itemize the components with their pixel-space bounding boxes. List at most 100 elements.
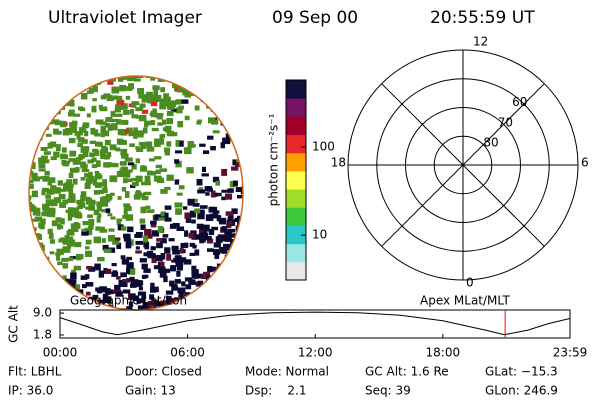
image-pixel xyxy=(51,119,60,124)
y-tick-label: 1.8 xyxy=(33,327,52,341)
image-pixel xyxy=(151,230,160,237)
image-pixel xyxy=(68,138,76,144)
image-pixel xyxy=(160,87,166,93)
image-pixel xyxy=(110,111,116,117)
image-pixel xyxy=(210,146,216,151)
image-pixel xyxy=(68,191,74,196)
image-pixel xyxy=(143,268,151,273)
image-pixel xyxy=(117,224,124,231)
image-pixel xyxy=(136,299,141,304)
image-pixel xyxy=(153,265,162,270)
image-pixel xyxy=(53,187,61,194)
image-pixel xyxy=(194,81,202,86)
image-pixel xyxy=(190,310,196,317)
image-pixel xyxy=(103,248,112,253)
image-pixel xyxy=(122,215,129,219)
image-pixel xyxy=(166,254,172,261)
image-pixel xyxy=(141,263,148,270)
image-pixel xyxy=(188,294,194,302)
image-pixel xyxy=(218,217,227,222)
image-pixel xyxy=(117,76,124,82)
image-pixel xyxy=(171,245,179,251)
image-pixel xyxy=(59,81,66,89)
image-pixel xyxy=(235,306,241,310)
image-pixel xyxy=(75,213,83,219)
image-pixel xyxy=(62,160,71,164)
image-pixel xyxy=(60,96,66,102)
image-pixel xyxy=(178,185,185,190)
image-pixel xyxy=(42,187,50,193)
image-pixel xyxy=(29,203,35,208)
image-pixel xyxy=(49,94,56,100)
image-pixel xyxy=(166,118,174,125)
image-pixel xyxy=(143,191,152,196)
image-pixel xyxy=(110,118,118,123)
image-pixel xyxy=(29,195,31,202)
image-pixel xyxy=(184,292,191,297)
colorbar-segment xyxy=(286,116,306,136)
image-pixel xyxy=(149,294,155,300)
image-pixel xyxy=(146,209,155,213)
image-pixel xyxy=(89,152,95,157)
image-pixel xyxy=(200,299,208,305)
image-pixel xyxy=(68,172,74,179)
image-pixel xyxy=(126,76,134,82)
image-pixel xyxy=(121,166,126,172)
image-pixel xyxy=(202,271,211,276)
image-pixel xyxy=(168,105,175,110)
image-pixel xyxy=(206,235,212,241)
image-pixel xyxy=(164,212,169,220)
image-pixel xyxy=(32,98,40,102)
image-pixel xyxy=(176,192,183,196)
image-pixel xyxy=(152,85,160,91)
image-pixel xyxy=(71,269,76,274)
image-pixel xyxy=(131,164,137,170)
image-pixel xyxy=(236,236,242,241)
image-pixel xyxy=(151,257,157,264)
image-pixel xyxy=(207,117,216,124)
image-pixel xyxy=(201,173,209,177)
image-pixel xyxy=(164,148,170,156)
image-pixel xyxy=(139,258,147,263)
image-pixel xyxy=(50,185,57,190)
image-pixel xyxy=(137,133,144,138)
image-pixel xyxy=(241,264,243,270)
image-pixel xyxy=(69,76,77,80)
image-pixel xyxy=(201,166,207,172)
image-pixel xyxy=(59,84,66,90)
image-pixel xyxy=(160,252,166,260)
footer-field: GLat: −15.3 xyxy=(485,365,558,379)
image-pixel xyxy=(140,224,146,230)
image-pixel xyxy=(41,189,46,196)
image-pixel xyxy=(85,82,90,88)
image-pixel xyxy=(109,144,117,151)
image-pixel xyxy=(221,189,229,193)
image-pixel xyxy=(160,211,167,217)
image-pixel xyxy=(132,181,139,187)
image-pixel xyxy=(152,286,159,293)
image-pixel xyxy=(43,76,51,83)
image-pixel xyxy=(62,199,68,205)
image-pixel xyxy=(235,76,243,81)
image-pixel xyxy=(100,95,107,100)
image-pixel xyxy=(62,306,70,310)
image-pixel xyxy=(237,91,243,98)
image-pixel xyxy=(238,258,243,265)
image-pixel xyxy=(67,112,75,117)
image-pixel xyxy=(80,275,88,280)
image-pixel xyxy=(76,133,81,140)
image-pixel xyxy=(36,211,41,216)
image-pixel xyxy=(29,135,34,142)
image-pixel xyxy=(159,138,165,145)
image-pixel xyxy=(179,257,187,263)
image-pixel xyxy=(91,201,96,205)
image-pixel xyxy=(240,227,243,232)
image-pixel xyxy=(164,268,171,273)
image-pixel xyxy=(232,248,238,254)
colorbar-segment xyxy=(286,189,306,208)
image-pixel xyxy=(50,106,59,114)
image-pixel xyxy=(51,202,58,207)
image-pixel xyxy=(106,116,113,122)
image-pixel xyxy=(149,112,158,116)
mlt-label: 0 xyxy=(466,276,474,290)
